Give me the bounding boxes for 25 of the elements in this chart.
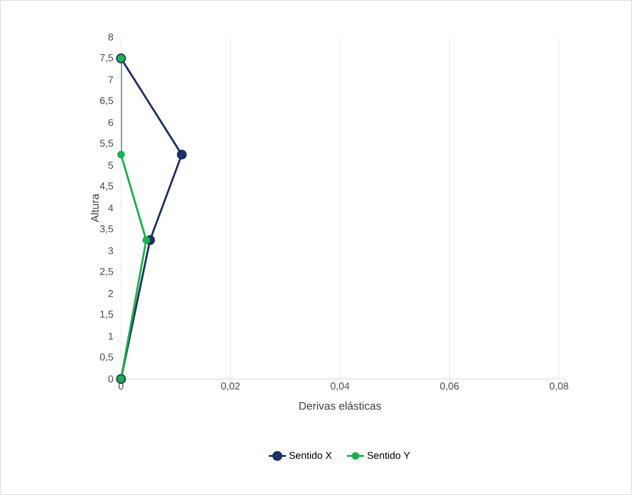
y-tick-label: 5,5 bbox=[100, 140, 114, 148]
y-tick-label: 0,5 bbox=[100, 354, 114, 362]
y-tick-label: 1 bbox=[108, 332, 114, 340]
y-tick-label: 7 bbox=[108, 76, 113, 84]
y-tick-label: 3,5 bbox=[100, 225, 114, 234]
y-tick-label: 6 bbox=[108, 118, 114, 126]
y-tick-label: 4 bbox=[108, 204, 114, 212]
y-tick-label: 5 bbox=[108, 162, 114, 169]
legend-label: Sentido X bbox=[289, 452, 332, 459]
x-tick-label: 0,02 bbox=[221, 382, 240, 391]
y-tick-label: 2 bbox=[108, 290, 113, 297]
x-axis-title: Derivas elásticas bbox=[299, 402, 381, 410]
y-tick-label: 7,5 bbox=[100, 54, 114, 62]
x-tick-label: 0,04 bbox=[330, 382, 350, 391]
legend-label: Sentido Y bbox=[367, 452, 410, 459]
y-tick-label: 0 bbox=[108, 375, 114, 383]
y-tick-label: 6,5 bbox=[100, 97, 114, 106]
y-tick-label: 1,5 bbox=[100, 310, 114, 319]
y-axis-title: Altura bbox=[90, 194, 99, 222]
y-tick-label: 4,5 bbox=[100, 182, 114, 191]
y-tick-label: 3 bbox=[108, 247, 114, 254]
x-tick-label: 0,08 bbox=[550, 382, 568, 391]
y-tick-label: 8 bbox=[108, 33, 114, 41]
y-tick-label: 2,5 bbox=[100, 268, 114, 276]
x-tick-label: 0,06 bbox=[440, 382, 459, 391]
